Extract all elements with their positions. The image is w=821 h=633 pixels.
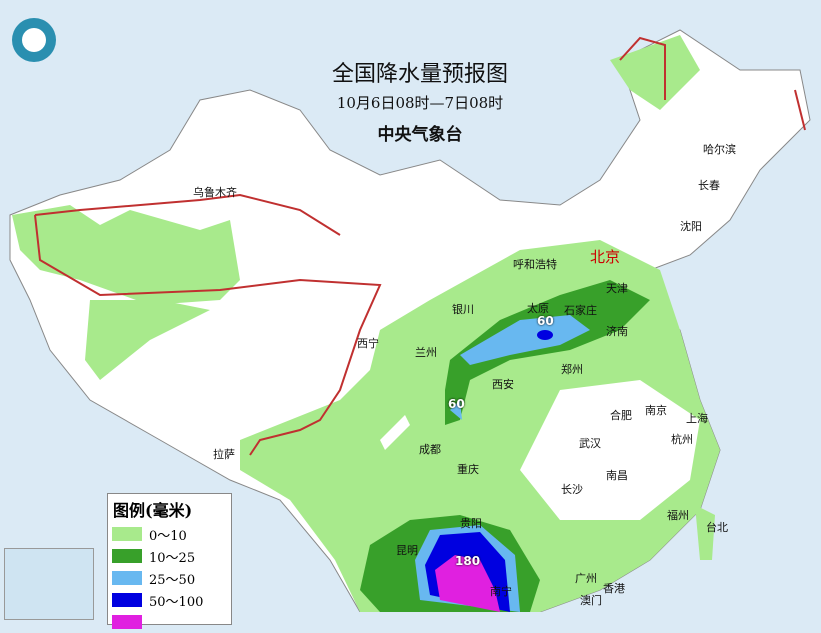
- legend-item: 0～10: [112, 523, 231, 545]
- city-label: 济南: [606, 325, 628, 338]
- legend-swatch: [112, 593, 142, 607]
- max-value-label: 180: [455, 554, 481, 568]
- map-title: 全国降水量预报图: [331, 62, 508, 87]
- legend-item: 10～25: [112, 545, 231, 567]
- city-label: 广州: [575, 572, 597, 585]
- precipitation-map: [9, 29, 811, 612]
- rain-100-plus: [435, 555, 500, 612]
- city-label: 南京: [645, 404, 667, 417]
- city-label: 澳门: [580, 594, 602, 607]
- legend-title: 图例(毫米): [113, 501, 193, 520]
- city-label: 石家庄: [564, 304, 597, 317]
- city-label: 合肥: [610, 409, 632, 422]
- city-label: 西宁: [357, 337, 379, 350]
- max-value-label: 60: [448, 397, 465, 411]
- city-label: 长春: [698, 179, 720, 192]
- city-label: 西安: [492, 378, 514, 391]
- issuer: 中央气象台: [377, 125, 463, 145]
- city-label: 武汉: [579, 437, 601, 450]
- city-label: 北京: [590, 248, 621, 266]
- city-label: 重庆: [457, 463, 479, 476]
- city-label: 上海: [686, 412, 708, 425]
- legend: 图例(毫米) 0～10 10～25 25～50 50～100: [107, 493, 232, 629]
- city-label: 天津: [606, 282, 628, 295]
- city-label: 贵阳: [460, 517, 482, 530]
- city-label: 杭州: [671, 433, 693, 446]
- legend-swatch: [112, 571, 142, 585]
- city-label: 南昌: [606, 469, 628, 482]
- city-label: 太原: [527, 302, 549, 315]
- city-label: 呼和浩特: [513, 258, 557, 271]
- legend-item: [112, 611, 231, 633]
- city-label: 台北: [706, 521, 728, 534]
- city-label: 福州: [667, 509, 689, 522]
- city-label: 乌鲁木齐: [193, 186, 237, 199]
- forecast-period: 10月6日08时—7日08时: [336, 94, 504, 112]
- city-label: 昆明: [396, 544, 418, 557]
- south-china-sea-inset: [4, 548, 94, 620]
- city-label: 兰州: [415, 346, 437, 359]
- city-label: 成都: [419, 443, 441, 456]
- legend-item: 50～100: [112, 589, 231, 611]
- max-value-label: 60: [537, 314, 554, 328]
- legend-item: 25～50: [112, 567, 231, 589]
- city-label: 拉萨: [213, 448, 235, 461]
- cma-logo: [12, 18, 56, 62]
- city-label: 哈尔滨: [703, 143, 736, 156]
- city-label: 南宁: [490, 585, 512, 598]
- front-lines: [34, 36, 806, 456]
- legend-swatch: [112, 527, 142, 541]
- legend-swatch: [112, 549, 142, 563]
- city-label: 长沙: [561, 483, 583, 496]
- legend-swatch: [112, 615, 142, 629]
- city-label: 沈阳: [680, 220, 702, 233]
- city-label: 银川: [452, 303, 474, 316]
- city-label: 香港: [603, 582, 625, 595]
- city-label: 郑州: [561, 363, 583, 376]
